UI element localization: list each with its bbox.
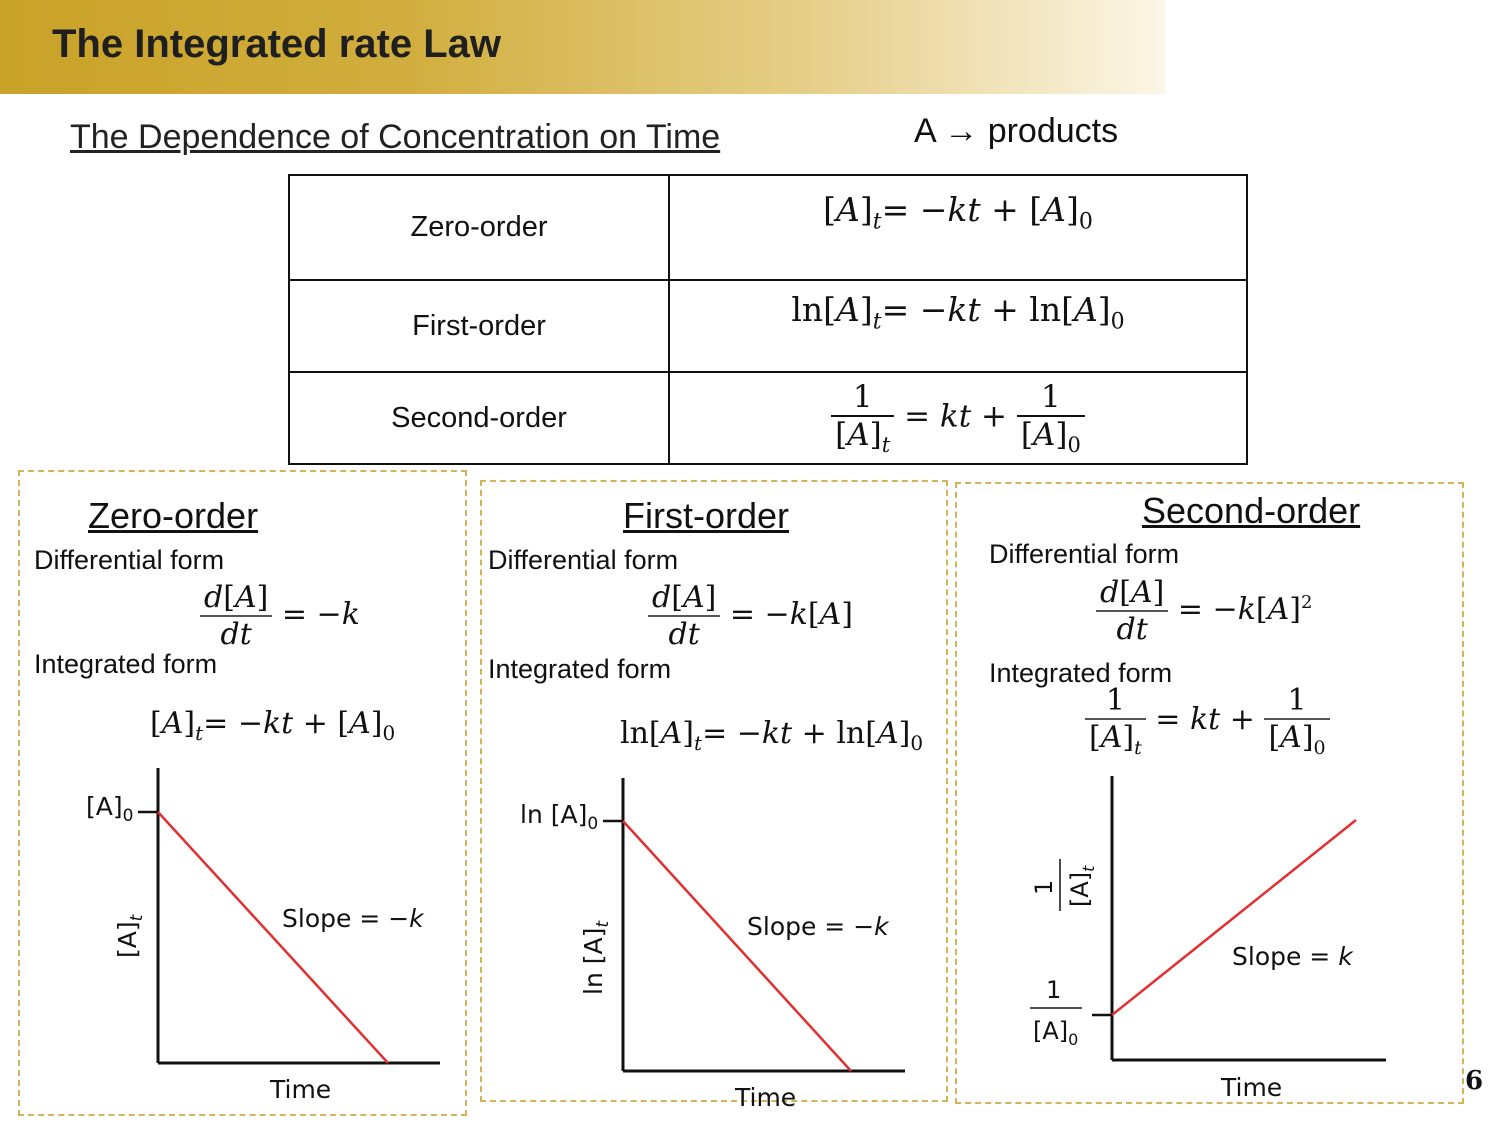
y-intercept-label: ln [A]0 xyxy=(520,800,598,834)
title-banner: The Integrated rate Law xyxy=(0,0,1165,94)
order-cell: Zero-order xyxy=(288,174,670,281)
differential-form-label: Differential form xyxy=(488,545,679,575)
reaction-equation: A → products xyxy=(914,112,1119,150)
equation-cell: 1 [A]t = kt + 1 [A]0 xyxy=(668,371,1248,465)
y-axis-label: [A]t xyxy=(113,913,147,958)
y-intercept-label: 1 [A]0 xyxy=(1030,976,1082,1049)
panel-title: First-order xyxy=(623,495,790,536)
x-axis-label: Time xyxy=(1220,1073,1282,1102)
integrated-form-label: Integrated form xyxy=(34,649,218,679)
integrated-form-label: Integrated form xyxy=(488,654,672,684)
equation-cell: [A]t= −kt + [A]0 xyxy=(668,174,1248,281)
x-axis-label: Time xyxy=(734,1083,796,1112)
order-cell: First-order xyxy=(288,279,670,373)
panel-title: Zero-order xyxy=(88,495,259,536)
x-axis-label: Time xyxy=(269,1075,331,1104)
slope-label: Slope = −k xyxy=(747,912,890,941)
differential-form-label: Differential form xyxy=(989,539,1180,569)
zero-order-integrated-equation: [A]t= −kt + [A]0 xyxy=(150,706,396,745)
second-order-panel xyxy=(955,482,1464,1104)
first-order-line xyxy=(622,820,852,1072)
differential-form-label: Differential form xyxy=(34,545,225,575)
zero-order-differential-equation: d[A] dt = −k xyxy=(200,580,360,652)
svg-text:[A]t: [A]t xyxy=(1066,865,1098,907)
panel-title: Second-order xyxy=(1142,490,1361,531)
svg-text:[A]0: [A]0 xyxy=(1033,1017,1078,1049)
order-cell: Second-order xyxy=(288,371,670,465)
first-order-equation: ln[A]t= −kt + ln[A]0 xyxy=(791,289,1125,335)
zero-order-equation: [A]t= −kt + [A]0 xyxy=(823,190,1093,235)
table-row: First-order ln[A]t= −kt + ln[A]0 xyxy=(288,279,1248,373)
first-order-integrated-equation: ln[A]t= −kt + ln[A]0 xyxy=(620,716,924,755)
slide-title: The Integrated rate Law xyxy=(52,22,501,66)
second-order-equation: 1 [A]t = kt + 1 [A]0 xyxy=(670,379,1246,457)
svg-text:1: 1 xyxy=(1030,880,1058,895)
y-axis-label: 1 [A]t xyxy=(1030,859,1098,911)
svg-text:1: 1 xyxy=(1046,976,1061,1004)
zero-order-line xyxy=(157,811,389,1064)
table-row: Second-order 1 [A]t = kt + 1 [A]0 xyxy=(288,371,1248,465)
y-axis-label: ln [A]t xyxy=(579,920,613,995)
first-order-panel xyxy=(480,480,948,1102)
rate-law-table: Zero-order [A]t= −kt + [A]0 First-order … xyxy=(288,174,1248,465)
second-order-differential-equation: d[A] dt = −k[A]2 xyxy=(1096,575,1312,647)
subtitle: The Dependence of Concentration on Time xyxy=(70,118,721,156)
second-order-integrated-equation: 1 [A]t = kt + 1 [A]0 xyxy=(1085,683,1330,759)
second-order-line xyxy=(1111,819,1357,1016)
first-order-differential-equation: d[A] dt = −k[A] xyxy=(648,580,853,652)
equation-cell: ln[A]t= −kt + ln[A]0 xyxy=(668,279,1248,373)
table-row: Zero-order [A]t= −kt + [A]0 xyxy=(288,174,1248,281)
slope-label: Slope = −k xyxy=(282,904,425,933)
zero-order-panel xyxy=(18,470,467,1116)
integrated-form-label: Integrated form xyxy=(989,658,1173,688)
page-number: 6 xyxy=(1465,1066,1484,1096)
slope-label: Slope = k xyxy=(1232,942,1354,971)
